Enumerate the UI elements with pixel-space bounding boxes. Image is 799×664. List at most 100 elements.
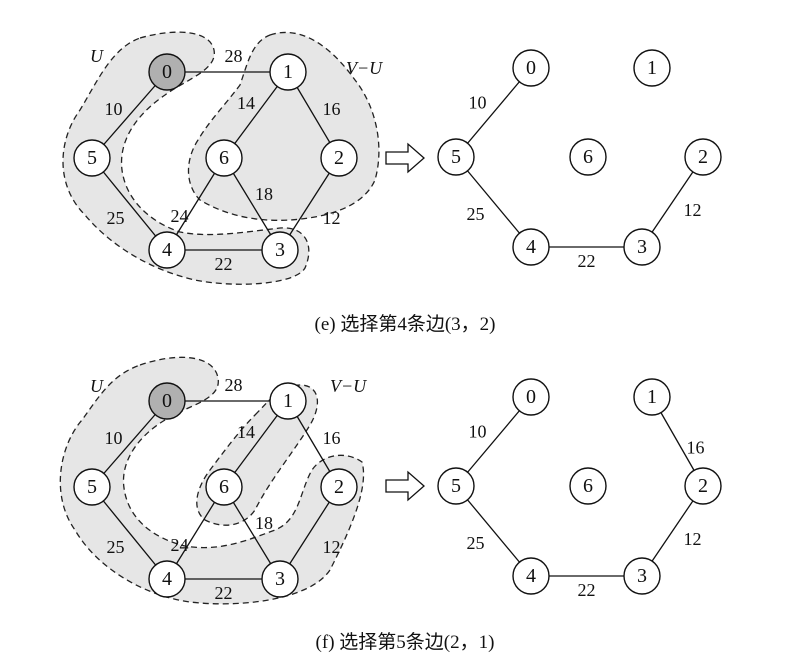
panel-f-right-weight-4-3: 22	[578, 580, 596, 600]
panel-e-right-node-6	[569, 138, 607, 176]
panel-e-right-node-3	[623, 228, 661, 266]
panel-f-right-node-label-3: 3	[637, 565, 647, 587]
panel-f-right-edge-0-5	[455, 396, 532, 487]
panel-f-right-node-label-4: 4	[526, 565, 536, 587]
panel-e-left-node-3	[261, 231, 299, 269]
panel-e-left-weight-0-5: 10	[105, 99, 123, 119]
panel-e-left-edge-0-5	[91, 71, 168, 159]
panel-e-right-node-label-2: 2	[698, 146, 708, 168]
panel-f-left-weight-5-4: 25	[107, 537, 125, 557]
panel-e-right-weight-0-5: 10	[469, 93, 487, 113]
panel-e-right-node-label-4: 4	[526, 236, 536, 258]
panel-e-left-node-label-1: 1	[283, 61, 293, 83]
panel-e-right-node-label-5: 5	[451, 146, 461, 168]
panel-f-right-edge-5-4	[455, 485, 532, 577]
panel-f-left-node-label-4: 4	[162, 568, 172, 590]
panel-e-left-node-4	[148, 231, 186, 269]
panel-e-left-node-label-5: 5	[87, 147, 97, 169]
panel-e-right-node-label-3: 3	[637, 236, 647, 258]
panel-f-left-weight-1-6: 14	[237, 422, 255, 442]
panel-f-right-node-label-6: 6	[583, 475, 593, 497]
right-arrow-icon	[385, 142, 425, 174]
panel-e-right-edge-0-5	[455, 67, 532, 158]
panel-f-left-weight-4-3: 22	[215, 583, 233, 603]
panel-e-left-node-2	[320, 139, 358, 177]
panel-f-right-node-1	[633, 378, 671, 416]
panel-f-left-edge-5-4	[91, 486, 168, 580]
panel-e-left-weight-1-2: 16	[323, 99, 341, 119]
panel-f-left-weight-0-5: 10	[105, 428, 123, 448]
panel-f-left-weight-1-2: 16	[323, 428, 341, 448]
panel-e-caption: (e) 选择第4条边(3，2)	[315, 313, 496, 335]
panel-e-right-node-0	[512, 49, 550, 87]
panel-e-left-weight-2-3: 12	[323, 208, 341, 228]
panel-e-left-weight-4-3: 22	[215, 254, 233, 274]
panel-e-left-node-label-0: 0	[162, 61, 172, 83]
panel-e-vu-label: V−U	[346, 58, 383, 78]
panel-f-right-weight-0-5: 10	[469, 422, 487, 442]
panel-f-right-node-3	[623, 557, 661, 595]
panel-f-right-node-label-5: 5	[451, 475, 461, 497]
panel-f-left-node-label-0: 0	[162, 390, 172, 412]
panel-f-right-node-label-2: 2	[698, 475, 708, 497]
panel-f-left-weight-6-3: 18	[255, 513, 273, 533]
panel-f-caption: (f) 选择第5条边(2，1)	[316, 631, 495, 653]
panel-e-right-edge-5-4	[455, 156, 532, 248]
panel-f-right-weight-2-1: 16	[687, 438, 705, 458]
panel-f-left-node-label-1: 1	[283, 390, 293, 412]
panel-e-left-node-label-2: 2	[334, 147, 344, 169]
panel-f-left-node-0	[148, 382, 186, 420]
panel-e-left-node-1	[269, 53, 307, 91]
right-arrow-icon	[385, 470, 425, 502]
panel-e-right-node-label-1: 1	[647, 57, 657, 79]
panel-f-right-node-6	[569, 467, 607, 505]
panel-f-left-node-3	[261, 560, 299, 598]
panel-e-left-weight-0-1: 28	[225, 46, 243, 66]
panel-f-left-node-label-3: 3	[275, 568, 285, 590]
panel-e-left-node-label-3: 3	[275, 239, 285, 261]
panel-f-left-node-1	[269, 382, 307, 420]
panel-e-left-weight-6-3: 18	[255, 184, 273, 204]
panel-e-u-label: U	[90, 46, 104, 66]
panel-f-right-node-label-1: 1	[647, 386, 657, 408]
panel-e-left-node-5	[73, 139, 111, 177]
panel-f-right-node-2	[684, 467, 722, 505]
panel-e-right-node-label-6: 6	[583, 146, 593, 168]
panel-e-right-node-2	[684, 138, 722, 176]
panel-e-right-node-4	[512, 228, 550, 266]
panel-e-right-node-5	[437, 138, 475, 176]
panel-f-left-weight-2-3: 12	[323, 537, 341, 557]
panel-e-right-weight-5-4: 25	[467, 204, 485, 224]
panel-e-right-weight-4-3: 22	[578, 251, 596, 271]
panel-f-left-node-label-6: 6	[219, 476, 229, 498]
panel-e-right-node-1	[633, 49, 671, 87]
panel-f-left-node-label-2: 2	[334, 476, 344, 498]
panel-e-right-node-label-0: 0	[526, 57, 536, 79]
panel-e-left-node-label-6: 6	[219, 147, 229, 169]
panel-f-left-node-2	[320, 468, 358, 506]
panel-f-vu-label: V−U	[330, 376, 367, 396]
panel-e-left-node-6	[205, 139, 243, 177]
panel-f-right-node-4	[512, 557, 550, 595]
panel-e-arrow	[385, 142, 425, 174]
panel-e-left-weight-6-4: 24	[171, 206, 189, 226]
panel-f-u-label: U	[90, 376, 104, 396]
panel-e-left-weight-1-6: 14	[237, 93, 255, 113]
panel-f-right-weight-3-2: 12	[684, 529, 702, 549]
panel-f-left-node-label-5: 5	[87, 476, 97, 498]
panel-f-left-edge-0-5	[91, 400, 168, 488]
panel-f-right-node-label-0: 0	[526, 386, 536, 408]
panel-e-right-weight-3-2: 12	[684, 200, 702, 220]
panel-e-left-node-label-4: 4	[162, 239, 172, 261]
panel-f-right-node-0	[512, 378, 550, 416]
panel-f-left-weight-6-4: 24	[171, 535, 189, 555]
panel-f-right-weight-5-4: 25	[467, 533, 485, 553]
panel-e-left-weight-5-4: 25	[107, 208, 125, 228]
panel-f-left-node-5	[73, 468, 111, 506]
panel-e-left-edge-5-4	[91, 157, 168, 251]
